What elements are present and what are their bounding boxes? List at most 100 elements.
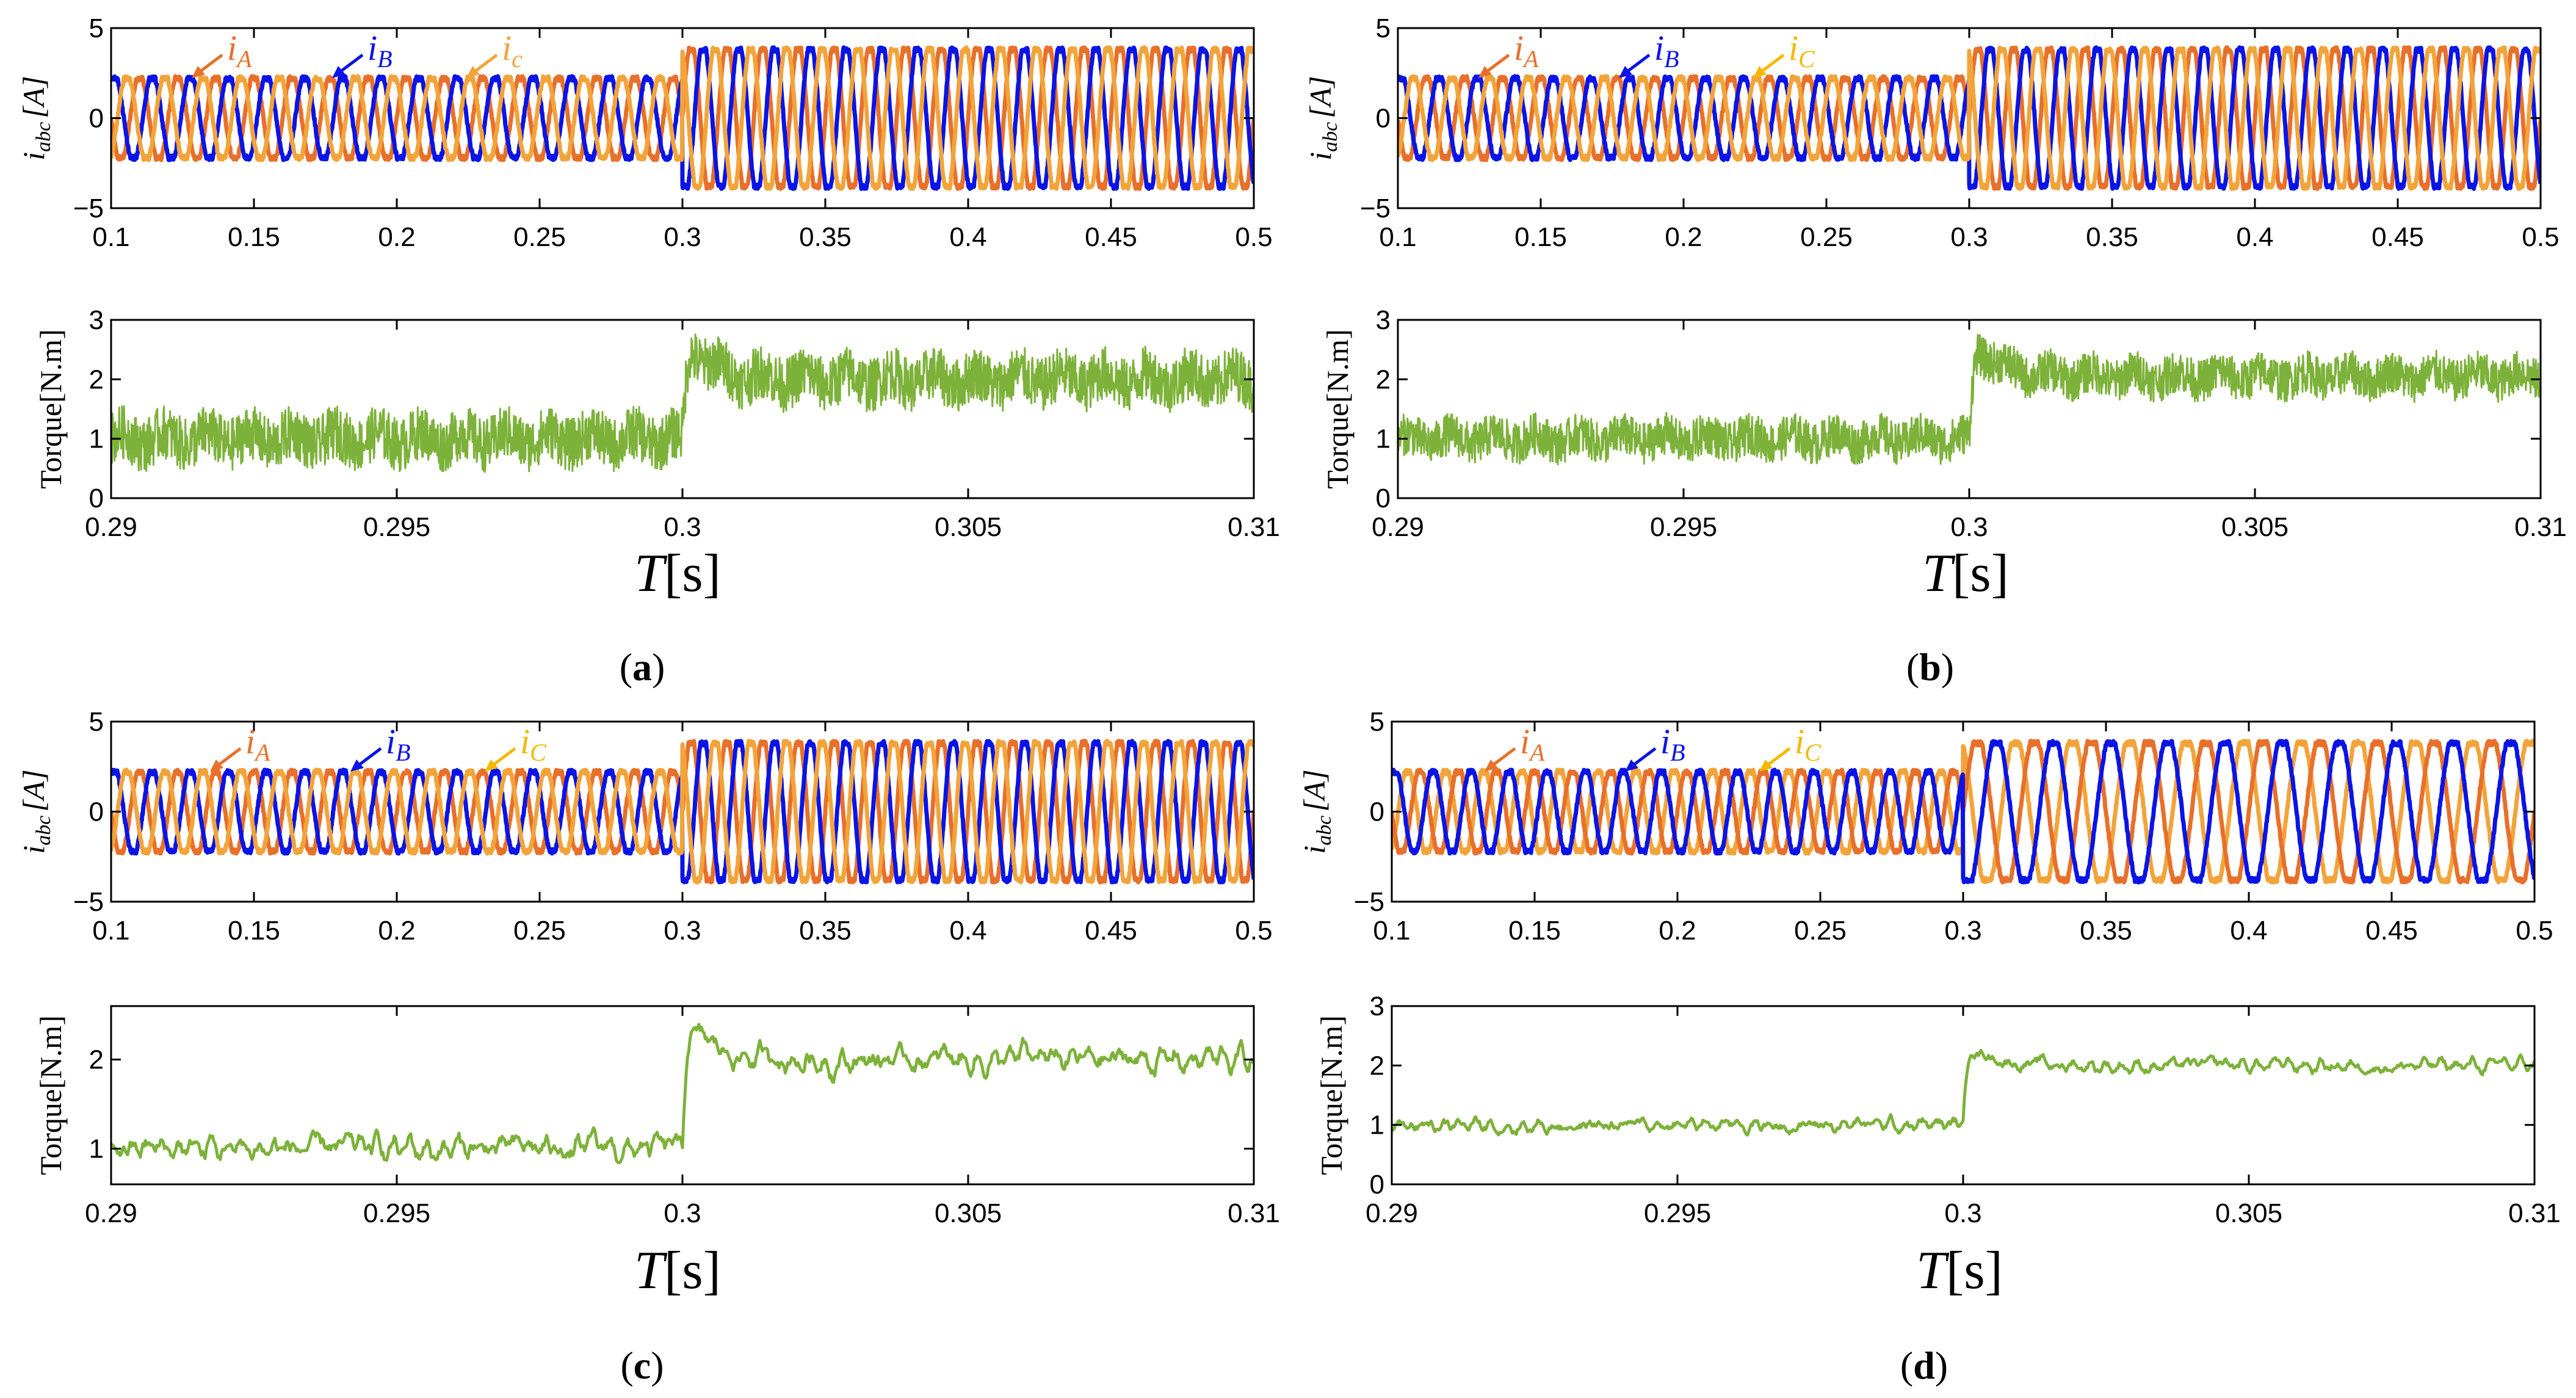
panel-a-torque-xtick-label: 0.3 xyxy=(664,512,701,542)
panel-c-xlabel-main: T xyxy=(634,1241,668,1300)
panel-c-legend-arrow-line xyxy=(355,747,382,768)
panel-b-current-xtick-label: 0.3 xyxy=(1950,222,1988,252)
panel-b-legend-main: i xyxy=(1654,28,1664,68)
panel-d-torque-axes-frame xyxy=(1391,1005,2536,1186)
panel-b-legend-arrow-line xyxy=(1624,54,1651,74)
panel-b-legend-arrow-B xyxy=(1619,54,1651,78)
panel-d-current-waves xyxy=(1392,739,2534,885)
panel-d-torque-plot xyxy=(1392,1049,2534,1137)
panel-a-legend-main: i xyxy=(502,28,512,68)
panel-d-caption-open: ( xyxy=(1900,1344,1913,1387)
panel-c-legend-arrow-line xyxy=(490,747,516,768)
panel-d-legend-arrow-B xyxy=(1625,747,1657,772)
panel-c-current-xtick-label: 0.15 xyxy=(228,916,280,946)
panel-b-torque-xtick-label: 0.31 xyxy=(2514,512,2567,542)
panel-c-torque-xtick-label: 0.305 xyxy=(935,1198,1002,1228)
panel-c-legend-arrow-B xyxy=(350,747,382,772)
panel-d-legend-arrow-line xyxy=(1764,747,1791,768)
panel-c-legend-arrow-A xyxy=(210,747,242,772)
panel-a-current-xtick-label: 0.5 xyxy=(1235,222,1272,252)
panel-b-legend-arrow-line xyxy=(1758,54,1785,74)
panel-c-series-iC xyxy=(111,739,1254,885)
panel-a-torque-xtick-label: 0.29 xyxy=(85,512,137,542)
panel-c-current-xtick-label: 0.5 xyxy=(1235,916,1272,946)
panel-b-legend-main: i xyxy=(1789,28,1798,68)
panel-d-torque-xtick-label: 0.305 xyxy=(2215,1198,2282,1228)
panel-d-torque-ylabel: Torque[N.m] xyxy=(1314,1015,1348,1175)
panel-d-group: 0.1 0.15 0.2 0.25 0.3 0.35 0.4 0.45 0.550−5iabc[… xyxy=(1297,707,2561,1387)
panel-a-current-ylabel-unit: [A] xyxy=(16,76,51,118)
panel-c-group: 0.1 0.15 0.2 0.25 0.3 0.35 0.4 0.45 0.550−5iabc[… xyxy=(16,707,1280,1387)
panel-a-current-ylabel: iabc [A] xyxy=(16,76,55,160)
panel-a-current-xtick-label: 0.4 xyxy=(949,222,986,252)
panel-c-current-ylabel-unit: [A] xyxy=(16,769,51,811)
panel-b-current-waves xyxy=(1398,45,2541,191)
panel-c-current-waves xyxy=(111,739,1254,885)
panel-c-current-xtick-label: 0.4 xyxy=(949,916,986,946)
panel-a-caption-letter: a xyxy=(632,645,652,689)
panel-c-current-ytick-label: −5 xyxy=(73,887,104,917)
panel-b-series-iC xyxy=(1398,45,2541,191)
panel-b-torque-xtick-label: 0.295 xyxy=(1650,512,1717,542)
panel-b-current-ylabel: iabc [A] xyxy=(1303,76,1342,160)
panel-d-caption: (d) xyxy=(1900,1344,1948,1387)
panel-b-current-ytick-label: 5 xyxy=(1376,13,1391,43)
panel-b-torque-ytick-label: 3 xyxy=(1376,305,1391,335)
panel-c-legend-arrow-line xyxy=(215,747,242,768)
panel-b-legend-arrow-head xyxy=(1753,66,1767,78)
panel-d-series-torque xyxy=(1392,1049,2534,1137)
panel-b-current-xtick-label: 0.45 xyxy=(2372,222,2424,252)
panel-c-caption-open: ( xyxy=(620,1344,633,1387)
panel-d-torque-ytick-label: 3 xyxy=(1370,991,1384,1021)
panel-a-legend-arrow-head xyxy=(192,66,205,78)
panel-c-legend-main: i xyxy=(520,722,530,761)
panel-a-xlabel-unit: [s] xyxy=(664,544,721,603)
panel-a-current-xtick-label: 0.35 xyxy=(799,222,852,252)
panel-a-caption-close: ) xyxy=(652,645,665,689)
panel-a-series-torque xyxy=(111,333,1254,473)
panel-c-legend-sub: C xyxy=(530,739,547,766)
panel-c-caption: (c) xyxy=(620,1344,664,1387)
panel-d-caption-letter: d xyxy=(1913,1344,1935,1387)
panel-d-legend-B: iB xyxy=(1660,722,1685,766)
panel-b-legend-arrow-head xyxy=(1478,66,1492,78)
panel-b-caption-close: ) xyxy=(1941,645,1954,689)
panel-c-current-xtick-label: 0.25 xyxy=(513,916,566,946)
panel-c-current-ytick-label: 0 xyxy=(89,797,104,827)
panel-b-torque-ylabel: Torque[N.m] xyxy=(1320,329,1355,489)
panel-b-legend-B: iB xyxy=(1654,28,1679,73)
panel-d-legend-arrow-head xyxy=(1759,759,1773,772)
panel-b-legend-arrow-A xyxy=(1478,54,1510,78)
panel-c-legend-sub: A xyxy=(253,739,270,766)
panel-d-legend-arrow-A xyxy=(1485,747,1516,772)
panel-a-legend-arrow-line xyxy=(197,54,223,74)
panel-c-series-iB xyxy=(111,739,1254,885)
panel-a-current-ylabel-main: i xyxy=(16,152,51,161)
panel-b-torque-axes-frame xyxy=(1397,319,2542,499)
panel-d-current-xtick-label: 0.3 xyxy=(1944,916,1981,946)
panel-b-legend-arrow-line xyxy=(1483,54,1510,74)
panel-b-legend-main: i xyxy=(1514,28,1524,68)
panel-d-current-xtick-label: 0.25 xyxy=(1794,916,1847,946)
panel-a-torque-xtick-label: 0.295 xyxy=(363,512,430,542)
panel-d-legend-main: i xyxy=(1660,722,1670,761)
panel-a-torque-ytick-label: 2 xyxy=(89,364,104,394)
panel-c-current-xtick-label: 0.35 xyxy=(799,916,852,946)
panel-c-torque-xtick-label: 0.31 xyxy=(1228,1198,1280,1228)
panel-b-current-ytick-label: −5 xyxy=(1360,194,1391,223)
panel-a-torque-ylabel: Torque[N.m] xyxy=(34,329,68,489)
panel-c-series-torque xyxy=(111,1023,1254,1164)
panel-c-legend-arrow-head xyxy=(350,759,364,772)
panel-d-legend-arrow-head xyxy=(1625,759,1638,772)
panel-c-torque-xtick-label: 0.29 xyxy=(85,1198,137,1228)
panel-d-caption-close: ) xyxy=(1935,1344,1948,1387)
panel-b-current-xtick-label: 0.1 xyxy=(1379,222,1416,252)
panel-d-torque-xtick-label: 0.3 xyxy=(1944,1198,1981,1228)
panel-a-current-ylabel-sub: abc xyxy=(32,122,55,152)
panel-b-torque-plot xyxy=(1398,334,2541,466)
panel-d-current-ylabel: iabc [A] xyxy=(1297,769,1336,853)
panel-a-current-ytick-label: −5 xyxy=(73,194,104,223)
panel-c-torque-axes-frame xyxy=(110,1005,1255,1186)
panel-a-xlabel-main: T xyxy=(634,544,668,603)
